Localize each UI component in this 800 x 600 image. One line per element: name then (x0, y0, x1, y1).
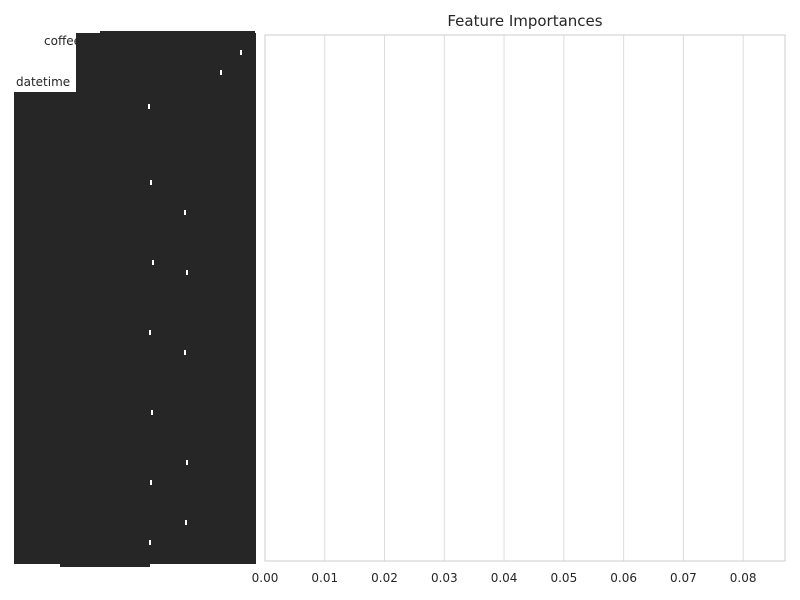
x-tick-label: 0.06 (610, 571, 637, 585)
label-gap (184, 210, 186, 215)
x-gridlines (264, 35, 744, 561)
x-tick-label: 0.07 (670, 571, 697, 585)
x-tick-label: 0.04 (491, 571, 518, 585)
label-gap (150, 180, 152, 185)
label-gap (184, 350, 186, 355)
x-axis-ticks: 0.00 0.01 0.02 0.03 0.04 0.05 0.06 0.07 0.08 (252, 571, 757, 585)
y-tick-label: datetime (16, 75, 70, 89)
label-gap (149, 330, 151, 335)
x-tick-label: 0.01 (311, 571, 338, 585)
x-tick-label: 0.00 (252, 571, 279, 585)
plot-area-frame (264, 34, 786, 562)
y-axis-overlapping-labels (14, 31, 256, 567)
label-overlap-lower (14, 92, 256, 564)
x-tick-label: 0.05 (550, 571, 577, 585)
label-overlap-top-edge (100, 31, 255, 36)
x-tick-label: 0.03 (431, 571, 458, 585)
label-gap (149, 540, 151, 545)
y-axis-legible-labels: coffee datetime (16, 34, 81, 89)
y-tick-label: coffee (44, 34, 81, 48)
label-gap (185, 520, 187, 525)
label-gap (148, 104, 150, 109)
label-gap (220, 70, 222, 75)
label-gap (152, 260, 154, 265)
label-gap (151, 410, 153, 415)
label-gap (186, 270, 188, 275)
label-gap (150, 480, 152, 485)
label-overlap-tail (60, 560, 150, 567)
label-overlap-upper (76, 33, 256, 93)
label-gap (240, 50, 242, 55)
x-tick-label: 0.02 (371, 571, 398, 585)
x-tick-label: 0.08 (730, 571, 757, 585)
chart-title: Feature Importances (447, 12, 602, 30)
label-gap (186, 460, 188, 465)
